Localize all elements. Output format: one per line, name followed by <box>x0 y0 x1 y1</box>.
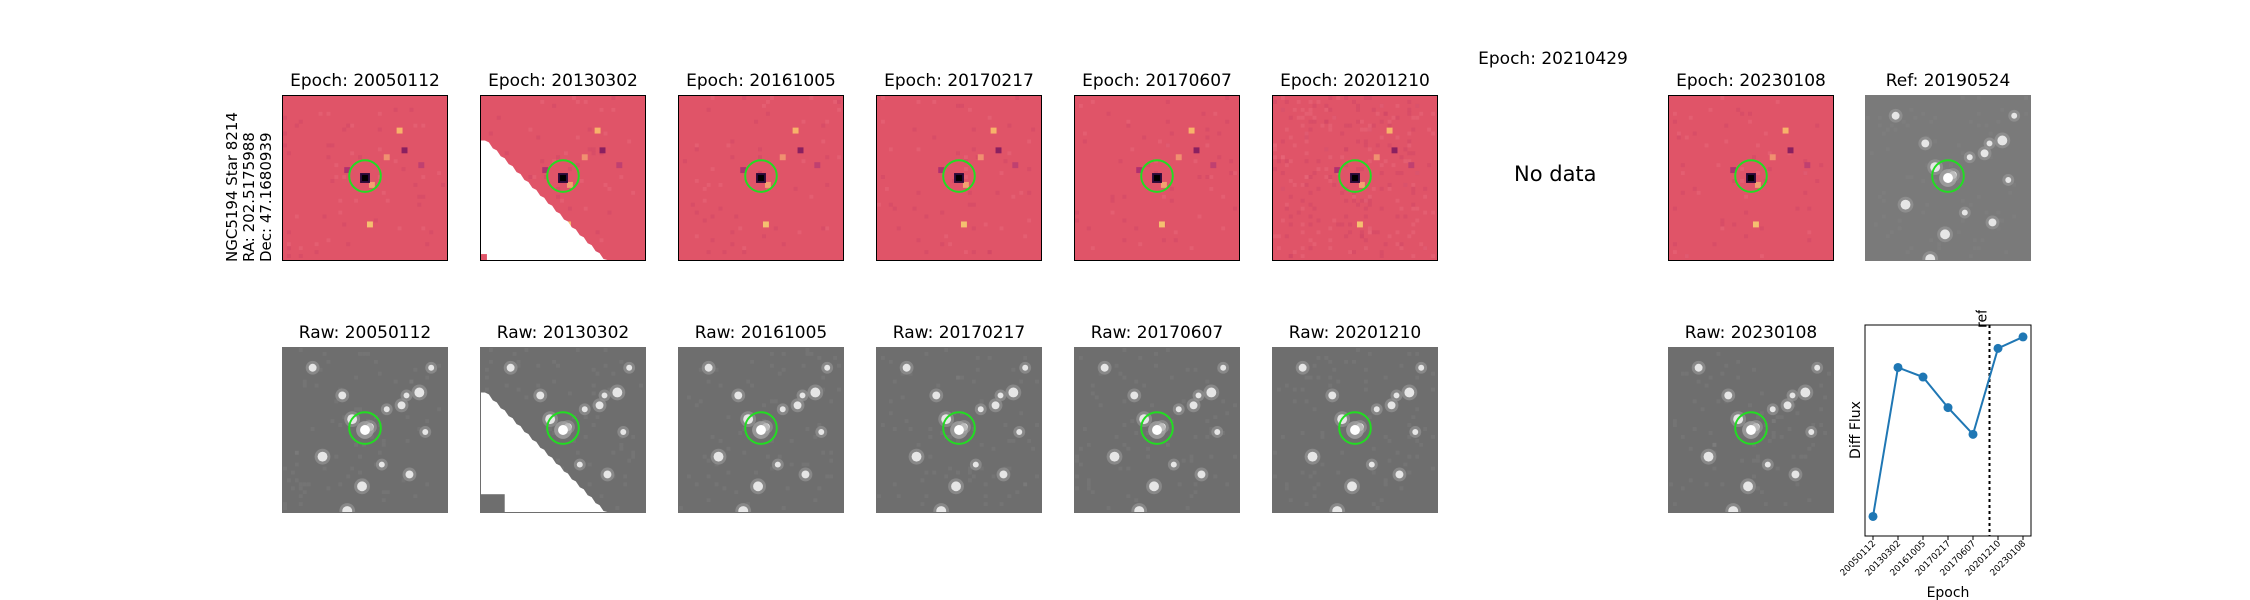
raw-image-20170217 <box>876 347 1042 513</box>
series-group <box>1868 332 2028 521</box>
diff-image-20170217 <box>876 95 1042 261</box>
ref-image-20190524 <box>1865 95 2031 261</box>
raw-image-20050112 <box>282 347 448 513</box>
diff-title-5: Epoch: 20201210 <box>1280 71 1430 91</box>
x-tick-labels: 2005011220130302201610052017021720170607… <box>1840 536 2028 579</box>
star-dec: Dec: 47.1680939 <box>257 132 275 262</box>
x-axis-label: Epoch <box>1927 585 1970 600</box>
ref-marker-label: ref <box>1975 310 1991 328</box>
data-point <box>1993 343 2003 353</box>
raw-title-1: Raw: 20130302 <box>496 323 630 343</box>
raw-title-5: Raw: 20201210 <box>1288 323 1422 343</box>
raw-title-3: Raw: 20170217 <box>892 323 1026 343</box>
star-ra: RA: 202.5175988 <box>240 132 258 262</box>
raw-image-20170607 <box>1074 347 1240 513</box>
y-axis-label: Diff Flux <box>1848 401 1864 459</box>
raw-image-20230108 <box>1668 347 1834 513</box>
diff-title-7: Epoch: 20230108 <box>1676 71 1826 91</box>
diff-title-1: Epoch: 20130302 <box>488 71 638 91</box>
raw-image-20161005 <box>678 347 844 513</box>
raw-title-4: Raw: 20170607 <box>1090 323 1224 343</box>
diff-flux-light-curve: ref 200501122013030220161005201702172017… <box>1840 310 2032 600</box>
data-point <box>1968 429 1978 439</box>
raw-image-20201210 <box>1272 347 1438 513</box>
diff-title-4: Epoch: 20170607 <box>1082 71 1232 91</box>
data-point <box>1943 403 1953 413</box>
data-point <box>1868 511 1878 521</box>
diff-image-20130302 <box>480 95 646 261</box>
diff-image-20230108 <box>1668 95 1834 261</box>
diff-title-2: Epoch: 20161005 <box>686 71 836 91</box>
star-name: NGC5194 Star 8214 <box>223 112 241 262</box>
diff-image-20201210 <box>1272 95 1438 261</box>
diff-title-6: Epoch: 20210429 <box>1478 49 1628 69</box>
diff-title-3: Epoch: 20170217 <box>884 71 1034 91</box>
diff-image-20161005 <box>678 95 844 261</box>
diff-image-20170607 <box>1074 95 1240 261</box>
plot-frame <box>1864 324 2032 537</box>
diff-title-0: Epoch: 20050112 <box>290 71 440 91</box>
data-point <box>2018 332 2028 342</box>
ref-title: Ref: 20190524 <box>1885 71 2011 91</box>
star-info-label: NGC5194 Star 8214 RA: 202.5175988 Dec: 4… <box>223 112 275 262</box>
raw-image-20130302 <box>480 347 646 513</box>
raw-title-6: Raw: 20230108 <box>1684 323 1818 343</box>
diff-image-20050112 <box>282 95 448 261</box>
data-point <box>1918 372 1928 382</box>
no-data-message: No data <box>1514 162 1597 186</box>
data-point <box>1893 362 1903 372</box>
raw-title-2: Raw: 20161005 <box>694 323 828 343</box>
raw-title-0: Raw: 20050112 <box>298 323 432 343</box>
